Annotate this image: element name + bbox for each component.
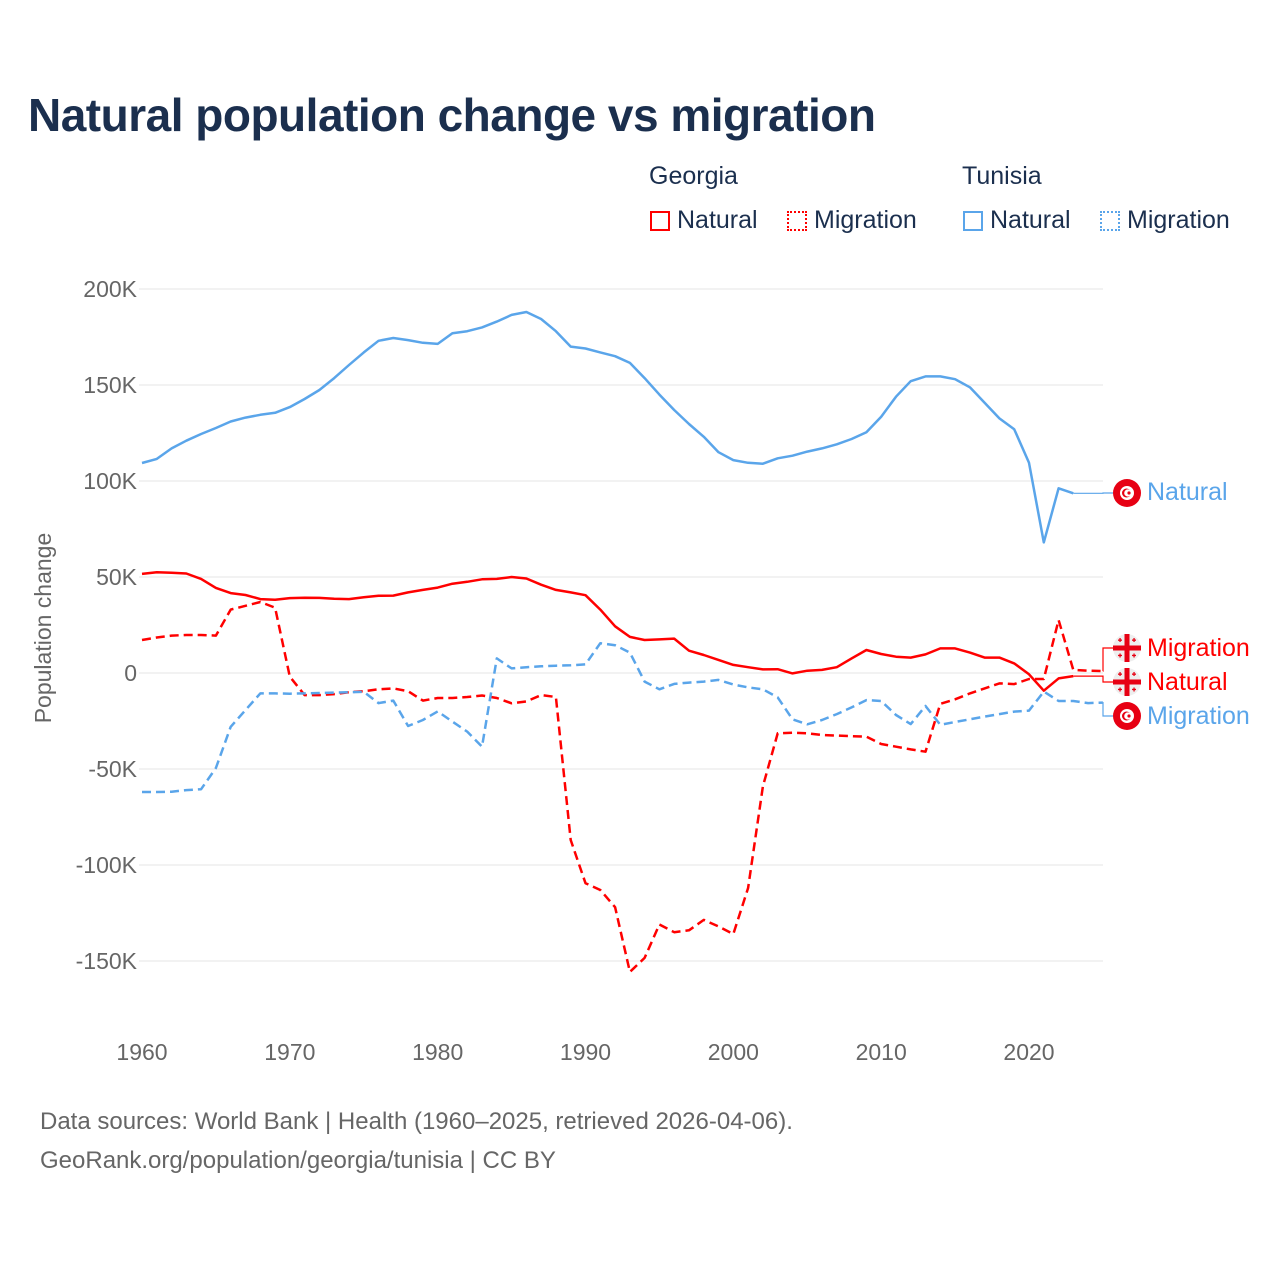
x-tick-label: 2010 xyxy=(856,1039,907,1065)
end-label-georgia-natural: Natural xyxy=(1113,668,1228,696)
footer-link[interactable]: GeoRank.org/population/georgia/tunisia |… xyxy=(40,1147,556,1174)
y-axis-label: Population change xyxy=(30,533,56,724)
legend-item-georgia-migration[interactable]: Migration xyxy=(787,206,917,235)
y-tick-label: 0 xyxy=(124,660,137,686)
series-line-georgia-migration xyxy=(141,600,1103,974)
legend-label: Natural xyxy=(677,206,758,234)
series-line-tunisia-natural xyxy=(141,310,1074,544)
legend-item-tunisia-natural[interactable]: Natural xyxy=(963,206,1071,235)
y-tick-label: -100K xyxy=(76,852,138,878)
series-line-georgia-natural xyxy=(141,570,1074,692)
legend-label: Migration xyxy=(814,206,917,234)
tunisia-flag-icon xyxy=(1113,479,1141,507)
legend-swatch-solid xyxy=(963,210,983,231)
georgia-flag-icon xyxy=(1113,668,1141,696)
legend-swatch-solid xyxy=(650,210,670,231)
end-label-text: Migration xyxy=(1147,702,1250,730)
label-connector xyxy=(1073,675,1113,683)
x-tick-label: 1990 xyxy=(560,1039,611,1065)
legend-item-tunisia-migration[interactable]: Migration xyxy=(1100,206,1230,235)
end-label-georgia-migration: Migration xyxy=(1113,634,1250,662)
end-label-tunisia-migration: Migration xyxy=(1113,702,1250,730)
legend-label: Natural xyxy=(990,206,1071,234)
page-title: Natural population change vs migration xyxy=(28,89,876,141)
legend-group-georgia: Georgia xyxy=(649,162,738,190)
end-label-tunisia-natural: Natural xyxy=(1113,478,1228,507)
y-tick-label: 50K xyxy=(96,564,138,590)
x-tick-label: 1970 xyxy=(264,1039,315,1065)
y-tick-label: -150K xyxy=(76,948,138,974)
label-connector xyxy=(1102,702,1113,717)
end-label-text: Natural xyxy=(1147,668,1228,696)
footer-sources: Data sources: World Bank | Health (1960–… xyxy=(40,1108,793,1135)
x-tick-label: 2000 xyxy=(708,1039,759,1065)
x-tick-label: 2020 xyxy=(1003,1039,1054,1065)
y-tick-label: 200K xyxy=(83,276,137,302)
y-tick-label: 100K xyxy=(83,468,137,494)
end-label-text: Migration xyxy=(1147,634,1250,662)
legend-label: Migration xyxy=(1127,206,1230,234)
tunisia-flag-icon xyxy=(1113,702,1141,730)
end-label-text: Natural xyxy=(1147,478,1228,506)
x-tick-label: 1980 xyxy=(412,1039,463,1065)
series-line-tunisia-migration xyxy=(142,641,1103,794)
georgia-flag-icon xyxy=(1113,634,1141,662)
label-connector xyxy=(1102,647,1113,672)
y-tick-label: -50K xyxy=(88,756,137,782)
legend-group-tunisia: Tunisia xyxy=(962,162,1042,190)
y-tick-label: 150K xyxy=(83,372,137,398)
x-tick-label: 1960 xyxy=(116,1039,167,1065)
legend-swatch-dotted xyxy=(1100,210,1120,231)
legend-item-georgia-natural[interactable]: Natural xyxy=(650,206,758,235)
legend-swatch-dotted xyxy=(787,210,807,231)
